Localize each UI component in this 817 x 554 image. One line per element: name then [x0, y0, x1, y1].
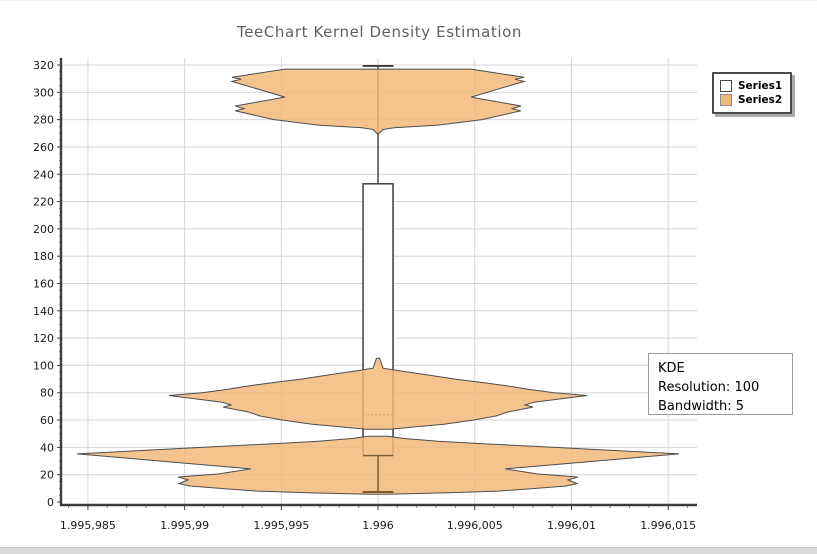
- y-axis-label: 320: [33, 59, 54, 72]
- x-axis-label: 1.995,985: [60, 519, 116, 532]
- y-axis-label: 120: [33, 332, 54, 345]
- y-axis-label: 140: [33, 305, 54, 318]
- kde-annotation-line3: Bandwidth: 5: [658, 399, 744, 414]
- chart-title: TeeChart Kernel Density Estimation: [236, 23, 523, 41]
- x-axis-label: 1.996: [362, 519, 394, 532]
- kde-annotation: KDE Resolution: 100 Bandwidth: 5: [648, 353, 793, 415]
- x-axis-label: 1.995,995: [253, 519, 309, 532]
- y-axis-label: 20: [40, 469, 54, 482]
- x-axis-label: 1.996,015: [640, 519, 696, 532]
- y-axis-label: 240: [33, 168, 54, 181]
- series1-swatch-icon: [720, 80, 732, 92]
- violin-shape: [168, 357, 588, 430]
- x-axis-label: 1.996,005: [447, 519, 503, 532]
- y-axis-label: 0: [47, 496, 54, 509]
- x-axis-label: 1.996,01: [547, 519, 596, 532]
- window-bottom-bar: [0, 547, 817, 554]
- series2-swatch-icon: [720, 94, 732, 106]
- legend-item-series2[interactable]: Series2: [720, 94, 782, 106]
- y-axis-label: 40: [40, 441, 54, 454]
- y-axis-label: 180: [33, 250, 54, 263]
- legend[interactable]: Series1 Series2: [712, 72, 793, 114]
- y-axis-label: 220: [33, 196, 54, 209]
- legend-label-series1: Series1: [738, 80, 783, 92]
- y-axis-label: 260: [33, 141, 54, 154]
- legend-item-series1[interactable]: Series1: [720, 80, 782, 92]
- y-axis-label: 280: [33, 114, 54, 127]
- x-axis-label: 1.995,99: [160, 519, 209, 532]
- y-axis-label: 100: [33, 359, 54, 372]
- y-axis-label: 200: [33, 223, 54, 236]
- legend-label-series2: Series2: [738, 94, 783, 106]
- y-axis-label: 80: [40, 387, 54, 400]
- y-axis-label: 160: [33, 278, 54, 291]
- y-axis-label: 300: [33, 86, 54, 99]
- kde-annotation-line2: Resolution: 100: [658, 380, 760, 395]
- y-axis-label: 60: [40, 414, 54, 427]
- violin-shape: [230, 68, 527, 135]
- kde-annotation-line1: KDE: [658, 361, 685, 376]
